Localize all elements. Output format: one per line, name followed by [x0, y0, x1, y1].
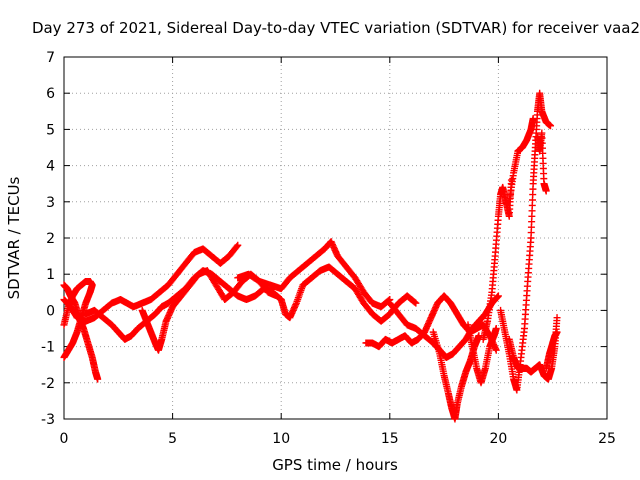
y-tick-label: 1 — [46, 267, 55, 283]
x-tick-label: 5 — [168, 431, 177, 447]
data-point — [553, 314, 561, 322]
y-tick-label: 5 — [46, 122, 55, 138]
y-tick-label: 2 — [46, 231, 55, 247]
y-tick-label: 3 — [46, 195, 55, 211]
y-tick-label: 7 — [46, 50, 55, 66]
plot-frame — [63, 56, 608, 420]
series-arc-13 — [497, 89, 555, 394]
y-axis-label: SDTVAR / TECUs — [5, 176, 23, 299]
series-arc-2 — [60, 277, 96, 361]
x-tick-label: 0 — [60, 431, 69, 447]
y-tick-label: 0 — [46, 303, 55, 319]
data-point — [233, 242, 241, 250]
data-point — [273, 292, 281, 300]
series-arc-6 — [234, 238, 394, 311]
data-point — [553, 328, 561, 336]
axis-ticks: -3 -2 -1 0 1 2 3 4 5 6 7 0 5 10 15 20 25 — [41, 50, 616, 447]
data-point — [547, 122, 555, 130]
data-point — [412, 299, 420, 307]
x-tick-label: 10 — [272, 431, 290, 447]
data-point — [492, 346, 500, 354]
data-point — [529, 115, 537, 123]
data-point — [542, 187, 550, 195]
data-point — [94, 375, 102, 383]
x-axis-label: GPS time / hours — [272, 456, 398, 474]
y-tick-label: -2 — [41, 376, 55, 392]
grid-lines — [64, 57, 607, 419]
series-arc-14 — [505, 314, 561, 383]
data-points — [60, 89, 561, 423]
series-arc-1 — [60, 281, 102, 383]
data-point — [492, 325, 500, 332]
series-arc-11 — [464, 321, 500, 387]
data-point — [60, 321, 68, 329]
series-arc-10 — [429, 328, 483, 423]
data-point — [234, 241, 242, 249]
x-tick-label: 25 — [598, 431, 616, 447]
y-tick-label: -3 — [41, 412, 55, 428]
x-tick-label: 15 — [381, 431, 399, 447]
data-point — [411, 298, 419, 306]
chart-title: Day 273 of 2021, Sidereal Day-to-day VTE… — [32, 19, 640, 37]
y-tick-label: -1 — [41, 340, 55, 356]
y-tick-label: 6 — [46, 86, 55, 102]
data-point — [494, 292, 502, 300]
series-arc-15 — [505, 115, 537, 206]
series-arc-17 — [542, 328, 561, 372]
series-arc-8 — [362, 292, 500, 354]
series-arc-3 — [60, 241, 242, 325]
series-arc-16 — [533, 129, 550, 195]
y-tick-label: 4 — [46, 159, 55, 175]
x-tick-label: 20 — [489, 431, 507, 447]
series-arc-7 — [277, 263, 420, 325]
